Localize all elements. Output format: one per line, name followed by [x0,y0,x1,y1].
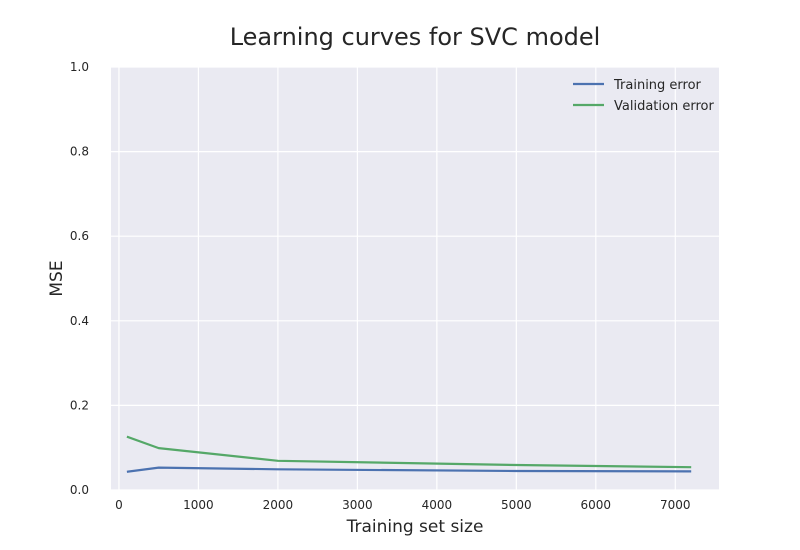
y-axis-title: MSE [47,260,67,296]
x-tick-label: 0 [115,498,123,512]
x-tick-label: 5000 [501,498,532,512]
series-line-training-error [126,466,692,473]
x-tick-label: 7000 [660,498,691,512]
series-lines [126,435,692,473]
y-tick-label: 0.6 [70,229,89,243]
legend-label-validation-error: Validation error [614,99,714,114]
x-axis-ticks: 0 1000 2000 3000 4000 5000 6000 7000 [115,498,690,512]
y-tick-label: 0.2 [70,398,89,412]
grid-lines [111,66,719,491]
legend-label-training-error: Training error [613,78,702,93]
y-tick-label: 0.8 [70,145,89,159]
legend: Training error Validation error [573,78,714,114]
x-tick-label: 6000 [581,498,612,512]
y-tick-label: 0.0 [70,483,89,497]
y-tick-label: 0.4 [70,314,89,328]
x-tick-label: 2000 [263,498,294,512]
plot-area [111,67,719,490]
chart-title: Learning curves for SVC model [230,23,601,51]
x-tick-label: 1000 [183,498,214,512]
x-axis-title: Training set size [346,517,484,537]
x-tick-label: 3000 [342,498,373,512]
series-line-validation-error [126,435,692,469]
x-tick-label: 4000 [422,498,453,512]
y-axis-ticks: 0.0 0.2 0.4 0.6 0.8 1.0 [70,60,89,497]
y-tick-label: 1.0 [70,60,89,74]
